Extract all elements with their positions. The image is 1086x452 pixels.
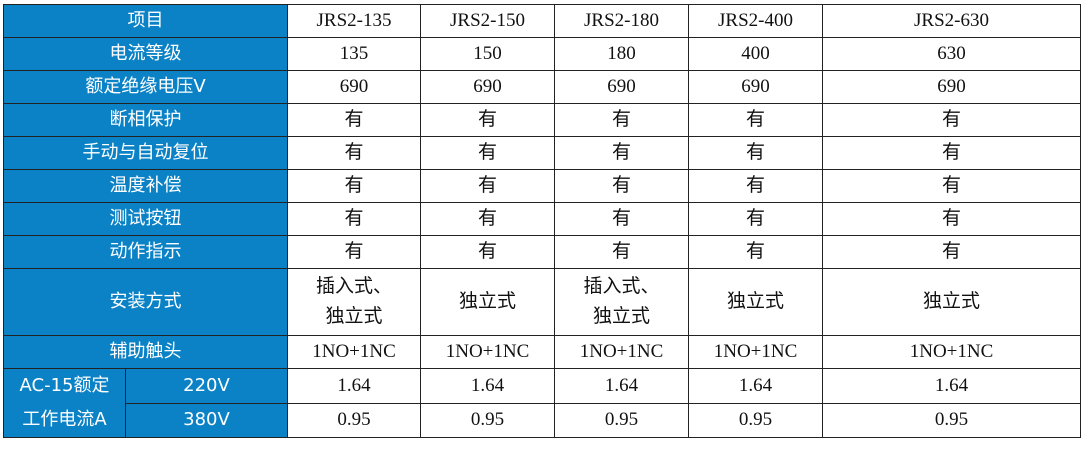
row-value: 有 bbox=[822, 235, 1081, 269]
row-value: 有 bbox=[688, 136, 823, 170]
row-label: 温度补偿 bbox=[3, 169, 288, 203]
ac15-value: 1.64 bbox=[688, 368, 823, 404]
row-value: 插入式、 独立式 bbox=[554, 268, 689, 336]
row-value: 独立式 bbox=[420, 268, 555, 336]
table-row: 温度补偿有有有有有 bbox=[3, 169, 1081, 203]
row-label: 手动与自动复位 bbox=[3, 136, 288, 170]
row-value: 有 bbox=[822, 202, 1081, 236]
ac15-row: 380V 0.95 0.95 0.95 0.95 0.95 bbox=[4, 402, 1081, 438]
row-value: 有 bbox=[822, 103, 1081, 137]
row-value: 有 bbox=[554, 235, 689, 269]
row-value: 180 bbox=[554, 37, 689, 71]
table-row: 断相保护有有有有有 bbox=[3, 103, 1081, 137]
header-label: 项目 bbox=[3, 4, 288, 38]
row-value: 690 bbox=[822, 70, 1081, 104]
table-row: 电流等级 135 150 180 400 630 bbox=[3, 37, 1081, 71]
table-row: 辅助触头 1NO+1NC 1NO+1NC 1NO+1NC 1NO+1NC 1NO+1NC bbox=[3, 335, 1081, 369]
row-value: 690 bbox=[420, 70, 555, 104]
row-value: 有 bbox=[688, 202, 823, 236]
row-value: 有 bbox=[688, 169, 823, 203]
row-value: 有 bbox=[287, 235, 421, 269]
row-value: 有 bbox=[688, 235, 823, 269]
row-value: 有 bbox=[822, 169, 1081, 203]
row-value: 有 bbox=[287, 169, 421, 203]
table-row: 安装方式 插入式、 独立式 独立式 插入式、 独立式 独立式 独立式 bbox=[3, 268, 1081, 336]
spec-table: 项目 JRS2-135 JRS2-150 JRS2-180 JRS2-400 JRS2-6… bbox=[3, 4, 1081, 438]
model-header: JRS2-630 bbox=[822, 4, 1081, 38]
row-value: 有 bbox=[420, 136, 555, 170]
model-header: JRS2-150 bbox=[420, 4, 555, 38]
ac15-value: 0.95 bbox=[554, 402, 689, 438]
ac15-value: 0.95 bbox=[287, 402, 421, 438]
row-value: 690 bbox=[688, 70, 823, 104]
row-label: 动作指示 bbox=[3, 235, 288, 269]
row-label: 断相保护 bbox=[3, 103, 288, 137]
row-label: 安装方式 bbox=[3, 268, 288, 336]
row-value: 630 bbox=[822, 37, 1081, 71]
row-value: 有 bbox=[287, 202, 421, 236]
ac15-value: 0.95 bbox=[822, 402, 1081, 438]
row-value: 1NO+1NC bbox=[688, 335, 823, 369]
row-value: 插入式、 独立式 bbox=[287, 268, 421, 336]
row-value: 150 bbox=[420, 37, 555, 71]
row-value: 1NO+1NC bbox=[287, 335, 421, 369]
row-value: 有 bbox=[287, 136, 421, 170]
ac15-row: AC-15额定 工作电流A 220V 1.64 1.64 1.64 1.64 1.64 bbox=[3, 368, 1081, 438]
row-value: 有 bbox=[554, 169, 689, 203]
table-row: 动作指示有有有有有 bbox=[3, 235, 1081, 269]
row-value: 有 bbox=[420, 235, 555, 269]
row-value: 有 bbox=[554, 103, 689, 137]
row-value: 有 bbox=[287, 103, 421, 137]
model-header: JRS2-180 bbox=[554, 4, 689, 38]
row-label: 测试按钮 bbox=[3, 202, 288, 236]
ac15-label: AC-15额定 工作电流A bbox=[3, 368, 126, 438]
row-value: 135 bbox=[287, 37, 421, 71]
row-value: 1NO+1NC bbox=[420, 335, 555, 369]
row-label: 辅助触头 bbox=[3, 335, 288, 369]
ac15-value: 0.95 bbox=[688, 402, 823, 438]
header-row: 项目 JRS2-135 JRS2-150 JRS2-180 JRS2-400 JRS2-6… bbox=[3, 4, 1081, 38]
model-header: JRS2-400 bbox=[688, 4, 823, 38]
row-value: 有 bbox=[420, 202, 555, 236]
table-row: 手动与自动复位有有有有有 bbox=[3, 136, 1081, 170]
row-value: 1NO+1NC bbox=[554, 335, 689, 369]
ac15-value: 1.64 bbox=[822, 368, 1081, 404]
model-header: JRS2-135 bbox=[287, 4, 421, 38]
row-value: 有 bbox=[420, 169, 555, 203]
row-value: 690 bbox=[287, 70, 421, 104]
ac15-voltage: 220V bbox=[125, 368, 288, 404]
row-value: 有 bbox=[554, 202, 689, 236]
ac15-value: 1.64 bbox=[554, 368, 689, 404]
row-value: 有 bbox=[554, 136, 689, 170]
row-value: 有 bbox=[822, 136, 1081, 170]
ac15-voltage: 380V bbox=[125, 402, 288, 438]
table-row: 测试按钮有有有有有 bbox=[3, 202, 1081, 236]
row-value: 400 bbox=[688, 37, 823, 71]
row-value: 有 bbox=[688, 103, 823, 137]
row-value: 独立式 bbox=[822, 268, 1081, 336]
row-value: 1NO+1NC bbox=[822, 335, 1081, 369]
table-row: 额定绝缘电压V 690 690 690 690 690 bbox=[3, 70, 1081, 104]
ac15-value: 1.64 bbox=[420, 368, 555, 404]
row-label: 电流等级 bbox=[3, 37, 288, 71]
ac15-value: 1.64 bbox=[287, 368, 421, 404]
row-value: 有 bbox=[420, 103, 555, 137]
row-value: 独立式 bbox=[688, 268, 823, 336]
row-value: 690 bbox=[554, 70, 689, 104]
ac15-value: 0.95 bbox=[420, 402, 555, 438]
row-label: 额定绝缘电压V bbox=[3, 70, 288, 104]
